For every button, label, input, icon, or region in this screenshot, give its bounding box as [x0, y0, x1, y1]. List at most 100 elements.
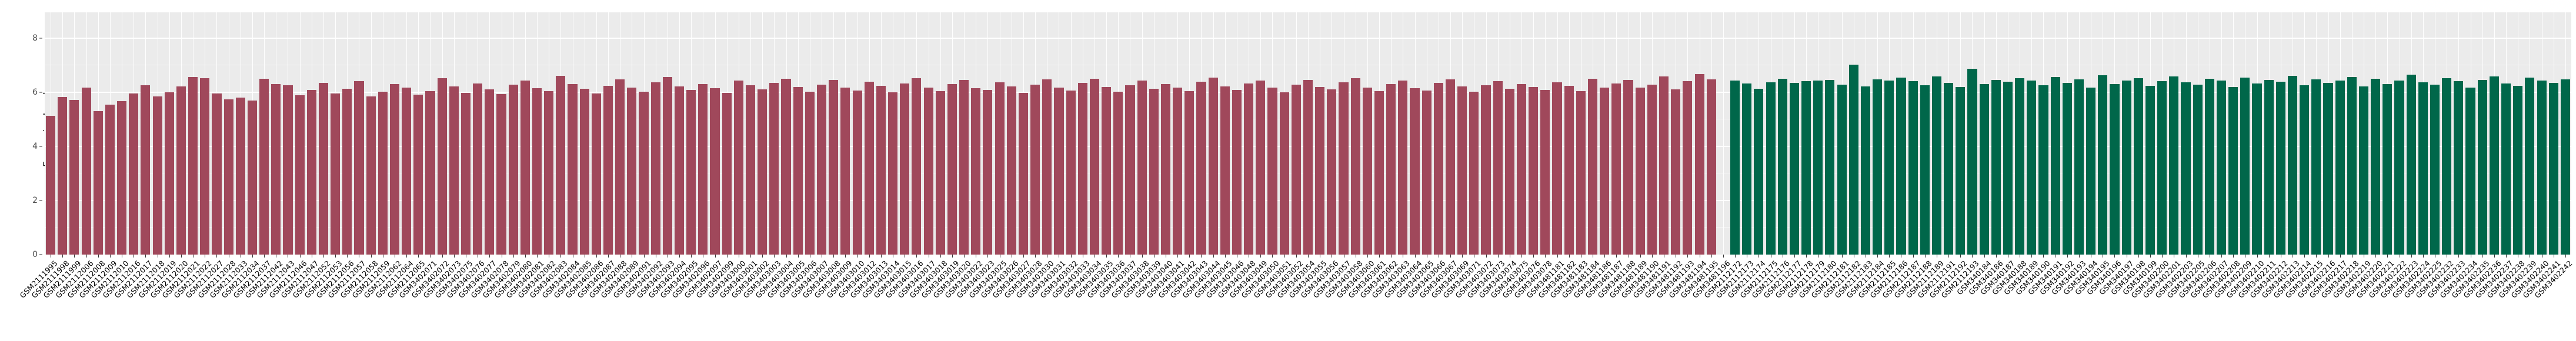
bar[interactable]	[413, 95, 423, 255]
bar[interactable]	[829, 80, 839, 255]
bar[interactable]	[1054, 88, 1064, 255]
bar[interactable]	[496, 94, 506, 255]
bar[interactable]	[686, 90, 696, 255]
bar[interactable]	[1920, 85, 1930, 255]
bar[interactable]	[1457, 86, 1467, 255]
bar[interactable]	[758, 89, 768, 255]
bar[interactable]	[852, 91, 862, 255]
bar[interactable]	[722, 92, 732, 255]
bar[interactable]	[544, 91, 554, 255]
bar[interactable]	[1837, 84, 1847, 255]
bar[interactable]	[1256, 80, 1266, 255]
bar[interactable]	[2465, 87, 2475, 255]
bar[interactable]	[1422, 91, 1432, 255]
bar[interactable]	[1350, 78, 1360, 255]
bar[interactable]	[1315, 86, 1325, 255]
bar[interactable]	[259, 79, 269, 255]
bar[interactable]	[1623, 79, 1633, 255]
bar[interactable]	[1137, 81, 1147, 255]
bar[interactable]	[579, 89, 589, 255]
bar[interactable]	[2003, 82, 2013, 255]
bar[interactable]	[176, 86, 186, 255]
bar[interactable]	[1611, 83, 1621, 255]
bar[interactable]	[1481, 85, 1491, 255]
bar[interactable]	[473, 83, 483, 255]
bar[interactable]	[1267, 88, 1277, 255]
bar[interactable]	[1540, 90, 1550, 255]
bar[interactable]	[2430, 84, 2440, 255]
bar[interactable]	[2371, 78, 2381, 255]
bar[interactable]	[2181, 82, 2191, 255]
bar[interactable]	[164, 92, 174, 255]
bar[interactable]	[271, 83, 281, 255]
bar[interactable]	[105, 104, 115, 255]
bar[interactable]	[2560, 79, 2570, 255]
bar[interactable]	[425, 91, 435, 255]
bar[interactable]	[508, 85, 518, 255]
bar[interactable]	[1683, 81, 1693, 255]
bar[interactable]	[1742, 83, 1752, 255]
bar[interactable]	[1944, 83, 1954, 255]
bar[interactable]	[1564, 85, 1574, 255]
bar[interactable]	[1706, 79, 1716, 255]
bar[interactable]	[188, 77, 198, 255]
bar[interactable]	[1848, 64, 1858, 255]
bar[interactable]	[1469, 91, 1479, 255]
bar[interactable]	[745, 85, 756, 255]
bar[interactable]	[295, 95, 305, 255]
bar[interactable]	[117, 101, 127, 255]
bar[interactable]	[1600, 88, 1610, 255]
bar[interactable]	[449, 86, 459, 255]
bar[interactable]	[2038, 85, 2048, 255]
bar[interactable]	[1956, 86, 1966, 255]
bar[interactable]	[2240, 77, 2250, 255]
bar[interactable]	[2133, 78, 2143, 255]
bar[interactable]	[1125, 85, 1135, 255]
bar[interactable]	[1873, 79, 1883, 255]
bar[interactable]	[556, 76, 566, 255]
bar[interactable]	[1077, 83, 1087, 255]
bar[interactable]	[935, 91, 945, 255]
bar[interactable]	[93, 111, 103, 255]
bar[interactable]	[378, 91, 388, 255]
bar[interactable]	[2145, 85, 2155, 255]
bar[interactable]	[1208, 77, 1218, 255]
bar[interactable]	[1398, 81, 1408, 255]
bar[interactable]	[1576, 91, 1586, 255]
bar[interactable]	[876, 85, 886, 255]
bar[interactable]	[805, 91, 815, 255]
bar[interactable]	[2169, 76, 2179, 255]
bar[interactable]	[627, 87, 637, 255]
bar[interactable]	[46, 116, 56, 255]
bar[interactable]	[389, 84, 400, 255]
bar[interactable]	[1279, 92, 1289, 255]
bar[interactable]	[615, 79, 625, 255]
bar[interactable]	[247, 101, 257, 255]
bar[interactable]	[2216, 81, 2227, 255]
bar[interactable]	[342, 89, 352, 255]
bar[interactable]	[1196, 82, 1206, 255]
bar[interactable]	[840, 88, 850, 255]
bar[interactable]	[1374, 91, 1384, 255]
bar[interactable]	[2110, 84, 2120, 255]
bar[interactable]	[2383, 84, 2393, 255]
bar[interactable]	[1232, 90, 1242, 255]
bar[interactable]	[912, 78, 922, 255]
bar[interactable]	[212, 93, 222, 255]
bar[interactable]	[200, 78, 210, 255]
bar[interactable]	[461, 92, 471, 255]
bar[interactable]	[2311, 79, 2321, 255]
bar[interactable]	[568, 84, 578, 255]
bar[interactable]	[1184, 91, 1194, 255]
bar[interactable]	[2193, 84, 2203, 255]
bar[interactable]	[603, 85, 613, 255]
bar[interactable]	[2027, 81, 2037, 255]
bar[interactable]	[923, 87, 933, 255]
bar[interactable]	[129, 93, 139, 255]
bar[interactable]	[817, 84, 827, 255]
bar[interactable]	[1006, 86, 1016, 255]
bar[interactable]	[650, 82, 660, 255]
bar[interactable]	[437, 78, 447, 255]
bar[interactable]	[639, 91, 649, 255]
bar[interactable]	[1801, 81, 1811, 255]
